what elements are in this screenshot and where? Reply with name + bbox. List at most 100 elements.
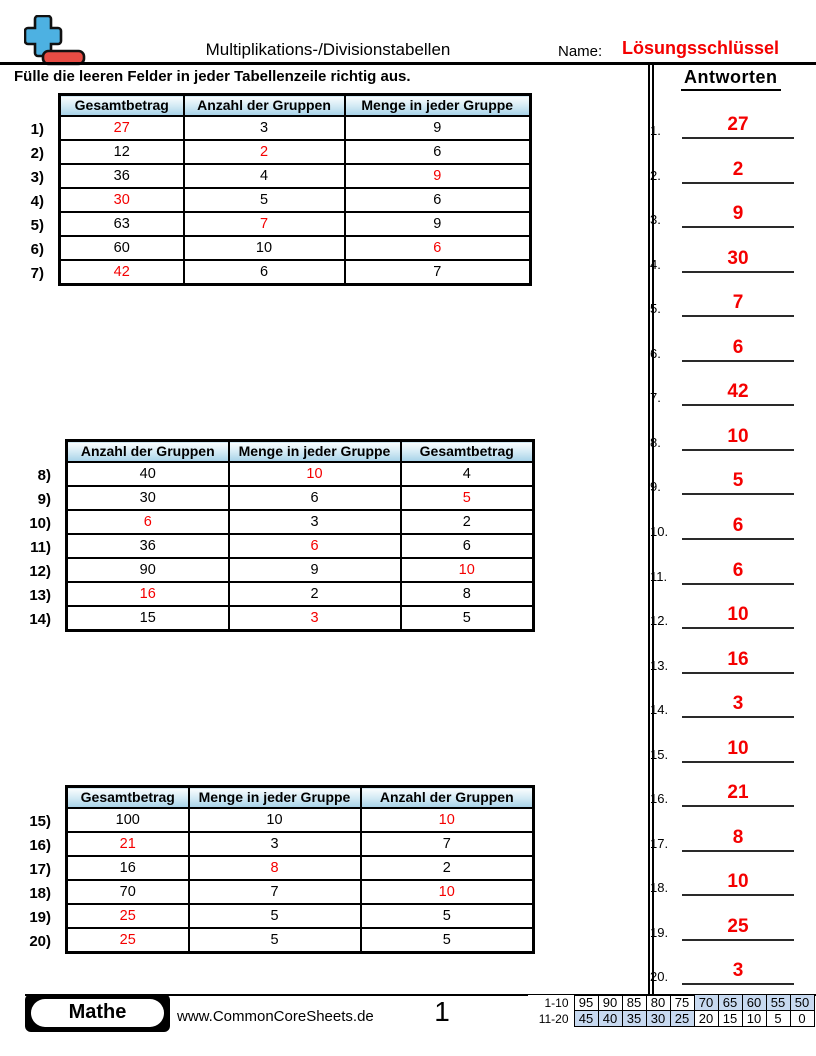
table-cell: 4 xyxy=(399,460,535,487)
row-number: 11) xyxy=(30,539,51,556)
table-row: 12 2 6 xyxy=(58,138,532,165)
answer-number: 6. xyxy=(650,345,661,361)
table-row: 16 8 2 xyxy=(65,854,535,881)
table-cell: 5 xyxy=(359,903,535,930)
table-cell: 6 xyxy=(227,484,402,511)
table-cell: 2 xyxy=(227,581,402,608)
answer-number: 12. xyxy=(650,613,669,628)
table-cell: 9 xyxy=(227,557,402,584)
score-cell: 75 xyxy=(669,994,695,1011)
row-number: 4) xyxy=(30,193,44,210)
table-cell: 9 xyxy=(343,211,532,238)
table-cell: 10 xyxy=(399,557,535,584)
answer-value: 21 xyxy=(682,781,794,808)
website-url: www.CommonCoreSheets.de xyxy=(177,1008,374,1025)
row-number: 1) xyxy=(30,121,44,138)
answer-item: 17. 8 xyxy=(650,826,796,852)
column-header: Gesamtbetrag xyxy=(399,439,535,463)
table-cell: 3 xyxy=(227,605,402,632)
answer-number: 9. xyxy=(650,479,661,495)
score-cell: 95 xyxy=(573,994,599,1011)
table-row: 36 6 6 xyxy=(65,532,535,560)
table-cell: 7 xyxy=(343,259,532,286)
table-cell: 5 xyxy=(399,484,535,511)
header-row: Gesamtbetrag Menge in jeder Gruppe Anzahl … xyxy=(65,785,535,809)
answer-number: 5. xyxy=(650,301,661,317)
score-row-label: 1-10 xyxy=(528,994,574,1011)
header-divider xyxy=(0,62,816,65)
row-number: 18) xyxy=(29,885,51,902)
table-cell: 10 xyxy=(359,878,535,906)
answer-number: 20. xyxy=(650,969,669,985)
score-cell: 70 xyxy=(693,994,719,1011)
score-cell: 30 xyxy=(645,1010,671,1027)
row-number: 13) xyxy=(29,587,51,604)
answer-value: 6 xyxy=(682,336,794,362)
column-header: Anzahl der Gruppen xyxy=(182,93,346,117)
table-block-1: 1) 2) 3) 4) 5) 6) 7) Gesamtbetrag Anzahl der Gru… xyxy=(14,93,532,286)
brand-box: Mathe xyxy=(25,994,170,1032)
answer-number: 3. xyxy=(650,212,661,228)
score-row: 11-20 45 40 35 30 25 20 15 10 5 0 xyxy=(528,1010,815,1027)
row-number: 10) xyxy=(29,515,51,532)
table-block-3: 15) 16) 17) 18) 19) 20) Gesamtbetrag Menge in j… xyxy=(21,785,535,954)
row-number: 8) xyxy=(37,467,51,484)
score-cell: 80 xyxy=(645,994,671,1011)
answer-number: 13. xyxy=(650,657,669,673)
table-row: 27 3 9 xyxy=(58,114,532,141)
table-cell: 6 xyxy=(182,259,346,286)
row-number: 9) xyxy=(37,491,51,508)
worksheet-table: Gesamtbetrag Menge in jeder Gruppe Anzahl … xyxy=(65,785,535,954)
score-cell: 5 xyxy=(765,1010,791,1027)
column-header: Gesamtbetrag xyxy=(65,785,190,809)
answer-item: 3. 9 xyxy=(650,202,796,229)
answer-value: 25 xyxy=(682,915,794,941)
table-row: 36 4 9 xyxy=(58,162,532,189)
table-cell: 10 xyxy=(359,806,535,833)
table-cell: 60 xyxy=(58,235,185,262)
score-cell: 35 xyxy=(621,1010,647,1027)
answer-item: 2. 2 xyxy=(650,158,796,184)
table-cell: 42 xyxy=(58,259,185,286)
answer-value: 27 xyxy=(682,113,794,139)
answer-item: 11. 6 xyxy=(650,559,796,585)
answer-number: 4. xyxy=(650,256,661,272)
answer-value: 10 xyxy=(682,737,794,763)
answer-item: 9. 5 xyxy=(650,469,796,496)
table-cell: 10 xyxy=(182,235,346,262)
table-cell: 7 xyxy=(187,878,362,906)
answer-value: 8 xyxy=(682,826,794,852)
answer-value: 42 xyxy=(682,380,794,407)
row-labels: 1) 2) 3) 4) 5) 6) 7) xyxy=(14,93,58,286)
answer-number: 14. xyxy=(650,702,669,718)
score-cell: 25 xyxy=(669,1010,695,1027)
score-cell: 40 xyxy=(597,1010,623,1027)
answer-number: 2. xyxy=(650,167,661,183)
row-labels: 8) 9) 10) 11) 12) 13) 14) xyxy=(21,439,65,632)
score-cell: 45 xyxy=(573,1010,599,1027)
answer-item: 10. 6 xyxy=(650,514,796,540)
table-cell: 8 xyxy=(399,581,535,608)
table-cell: 9 xyxy=(343,114,532,141)
answer-number: 16. xyxy=(650,791,669,807)
table-row: 100 10 10 xyxy=(65,806,535,833)
score-row-label: 11-20 xyxy=(528,1010,574,1027)
table-row: 42 6 7 xyxy=(58,259,532,286)
table-cell: 6 xyxy=(227,532,402,560)
answer-value: 5 xyxy=(682,469,794,496)
answer-item: 13. 16 xyxy=(650,648,796,674)
answer-value: 7 xyxy=(682,291,794,318)
table-row: 30 5 6 xyxy=(58,186,532,214)
answer-item: 1. 27 xyxy=(650,113,796,139)
table-cell: 70 xyxy=(65,878,190,906)
answer-value: 10 xyxy=(682,870,794,897)
table-cell: 16 xyxy=(65,854,190,881)
score-cell: 20 xyxy=(693,1010,719,1027)
brand-badge: Mathe xyxy=(31,999,164,1027)
score-cell: 50 xyxy=(789,994,815,1011)
table-cell: 6 xyxy=(399,532,535,560)
answer-value: 6 xyxy=(682,514,794,540)
table-block-2: 8) 9) 10) 11) 12) 13) 14) Anzahl der Gruppen Men… xyxy=(21,439,535,632)
